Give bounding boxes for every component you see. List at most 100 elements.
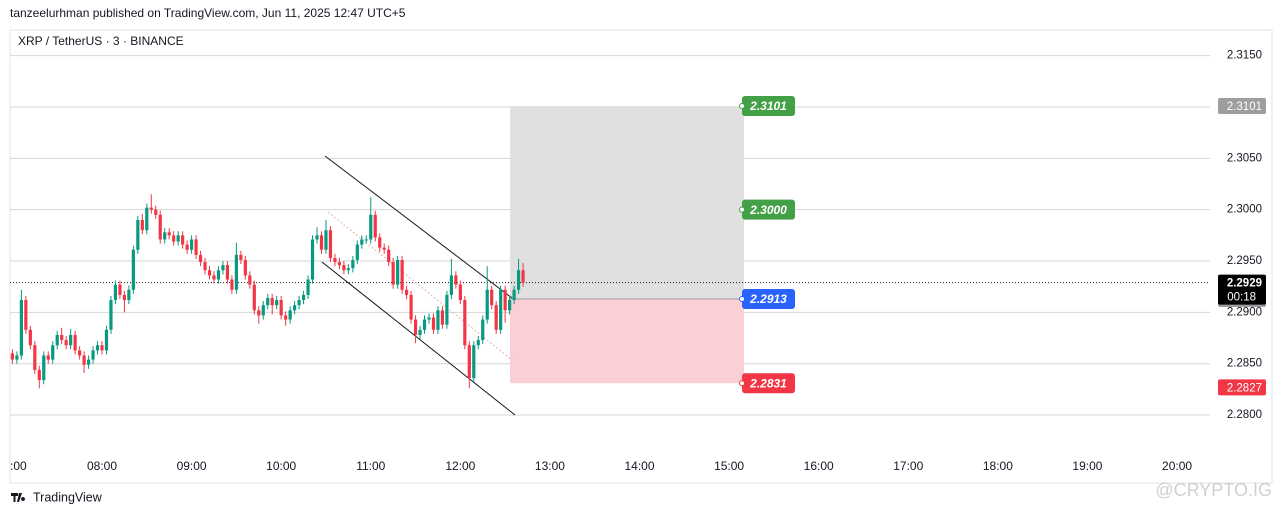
candle-body xyxy=(315,235,319,240)
y-tick-label: 2.2800 xyxy=(1227,409,1262,421)
level-handle xyxy=(739,206,745,213)
candle-body xyxy=(261,305,265,316)
candle-body xyxy=(243,259,247,276)
candle-body xyxy=(154,209,158,215)
candle-body xyxy=(391,262,395,285)
candle-body xyxy=(297,300,301,306)
x-tick-label: 20:00 xyxy=(1162,459,1192,473)
candle-body xyxy=(387,249,391,263)
candle-body xyxy=(481,319,485,341)
candle-body xyxy=(51,345,55,360)
watermark: @CRYPTO.IG xyxy=(1155,480,1272,500)
candle-body xyxy=(252,284,256,311)
level-label-box xyxy=(742,289,795,310)
overlay: 2.31012.30002.29132.28312.31012.29132.28… xyxy=(739,95,1266,396)
candle-body xyxy=(440,310,445,325)
level-label-box xyxy=(742,373,795,394)
tradingview-logo xyxy=(11,493,26,502)
candle-body xyxy=(396,259,400,285)
candle-body xyxy=(207,270,212,276)
candle-body xyxy=(172,235,176,242)
candle-body xyxy=(288,310,292,320)
candle-body xyxy=(122,294,127,301)
candle-body xyxy=(364,239,368,241)
candle-body xyxy=(476,340,480,346)
candle-body xyxy=(431,317,436,330)
candle-body xyxy=(221,265,225,271)
target-zone xyxy=(510,105,744,300)
x-tick-label: 08:00 xyxy=(87,459,117,473)
candle-body xyxy=(472,345,476,379)
candle-body xyxy=(494,305,498,330)
candle-body xyxy=(86,359,91,365)
level-label: 2.3000 xyxy=(749,203,787,217)
candle-body xyxy=(293,305,297,311)
candle-body xyxy=(499,289,503,330)
candle-body xyxy=(131,249,135,290)
candle-body xyxy=(369,214,373,240)
candle-body xyxy=(413,319,418,335)
candle-body xyxy=(216,270,221,280)
candle-body xyxy=(10,353,15,360)
candle-body xyxy=(279,300,283,316)
candle-body xyxy=(167,232,171,236)
candle-body xyxy=(163,232,167,240)
position-zones xyxy=(10,105,1210,384)
candle-body xyxy=(176,235,180,242)
level-label: 2.2831 xyxy=(749,376,787,390)
candle-body xyxy=(427,317,431,320)
candle-body xyxy=(445,294,449,325)
candle-body xyxy=(351,259,355,269)
candle-body xyxy=(409,294,413,320)
candle-body xyxy=(24,300,28,330)
candle-body xyxy=(404,289,409,295)
x-tick-label: 18:00 xyxy=(983,459,1013,473)
candle-body xyxy=(454,275,458,285)
level-handle xyxy=(739,102,745,109)
candle-body xyxy=(73,334,77,351)
candles xyxy=(10,194,525,389)
candle-body xyxy=(158,214,162,240)
candle-body xyxy=(373,214,377,238)
candle-body xyxy=(113,284,118,301)
candle-body xyxy=(333,257,337,263)
candle-body xyxy=(270,297,274,306)
candle-body xyxy=(310,239,315,280)
candle-body xyxy=(346,268,350,271)
x-tick-label: 12:00 xyxy=(445,459,475,473)
candle-body xyxy=(64,340,68,346)
candle-body xyxy=(239,254,243,260)
candle-body xyxy=(109,300,113,330)
candle-body xyxy=(46,355,50,360)
candle-body xyxy=(37,369,41,381)
candle-body xyxy=(95,345,100,351)
candle-body xyxy=(145,207,149,231)
candle-body xyxy=(378,237,382,248)
candle-body xyxy=(508,300,512,311)
candle-body xyxy=(185,244,189,250)
candle-body xyxy=(118,284,122,295)
candle-body xyxy=(503,289,507,311)
countdown: 00:18 xyxy=(1227,292,1256,304)
candle-body xyxy=(463,300,467,346)
candle-body xyxy=(225,265,230,280)
candle-body xyxy=(91,350,95,360)
candle-body xyxy=(28,329,32,346)
candle-body xyxy=(140,219,144,231)
candle-body xyxy=(490,289,494,306)
level-handle xyxy=(739,380,745,387)
chart-pane xyxy=(9,29,1273,484)
candle-body xyxy=(324,230,328,250)
candle-body xyxy=(15,355,19,360)
candle-body xyxy=(342,265,346,271)
candle-body xyxy=(382,247,386,250)
candle-body xyxy=(189,239,194,250)
candle-body xyxy=(248,275,252,285)
candle-body xyxy=(55,334,59,346)
level-label: 2.2913 xyxy=(749,292,787,306)
candle-body xyxy=(360,239,364,245)
candle-body xyxy=(198,254,203,263)
candle-body xyxy=(212,275,216,280)
candle-body xyxy=(301,294,306,301)
